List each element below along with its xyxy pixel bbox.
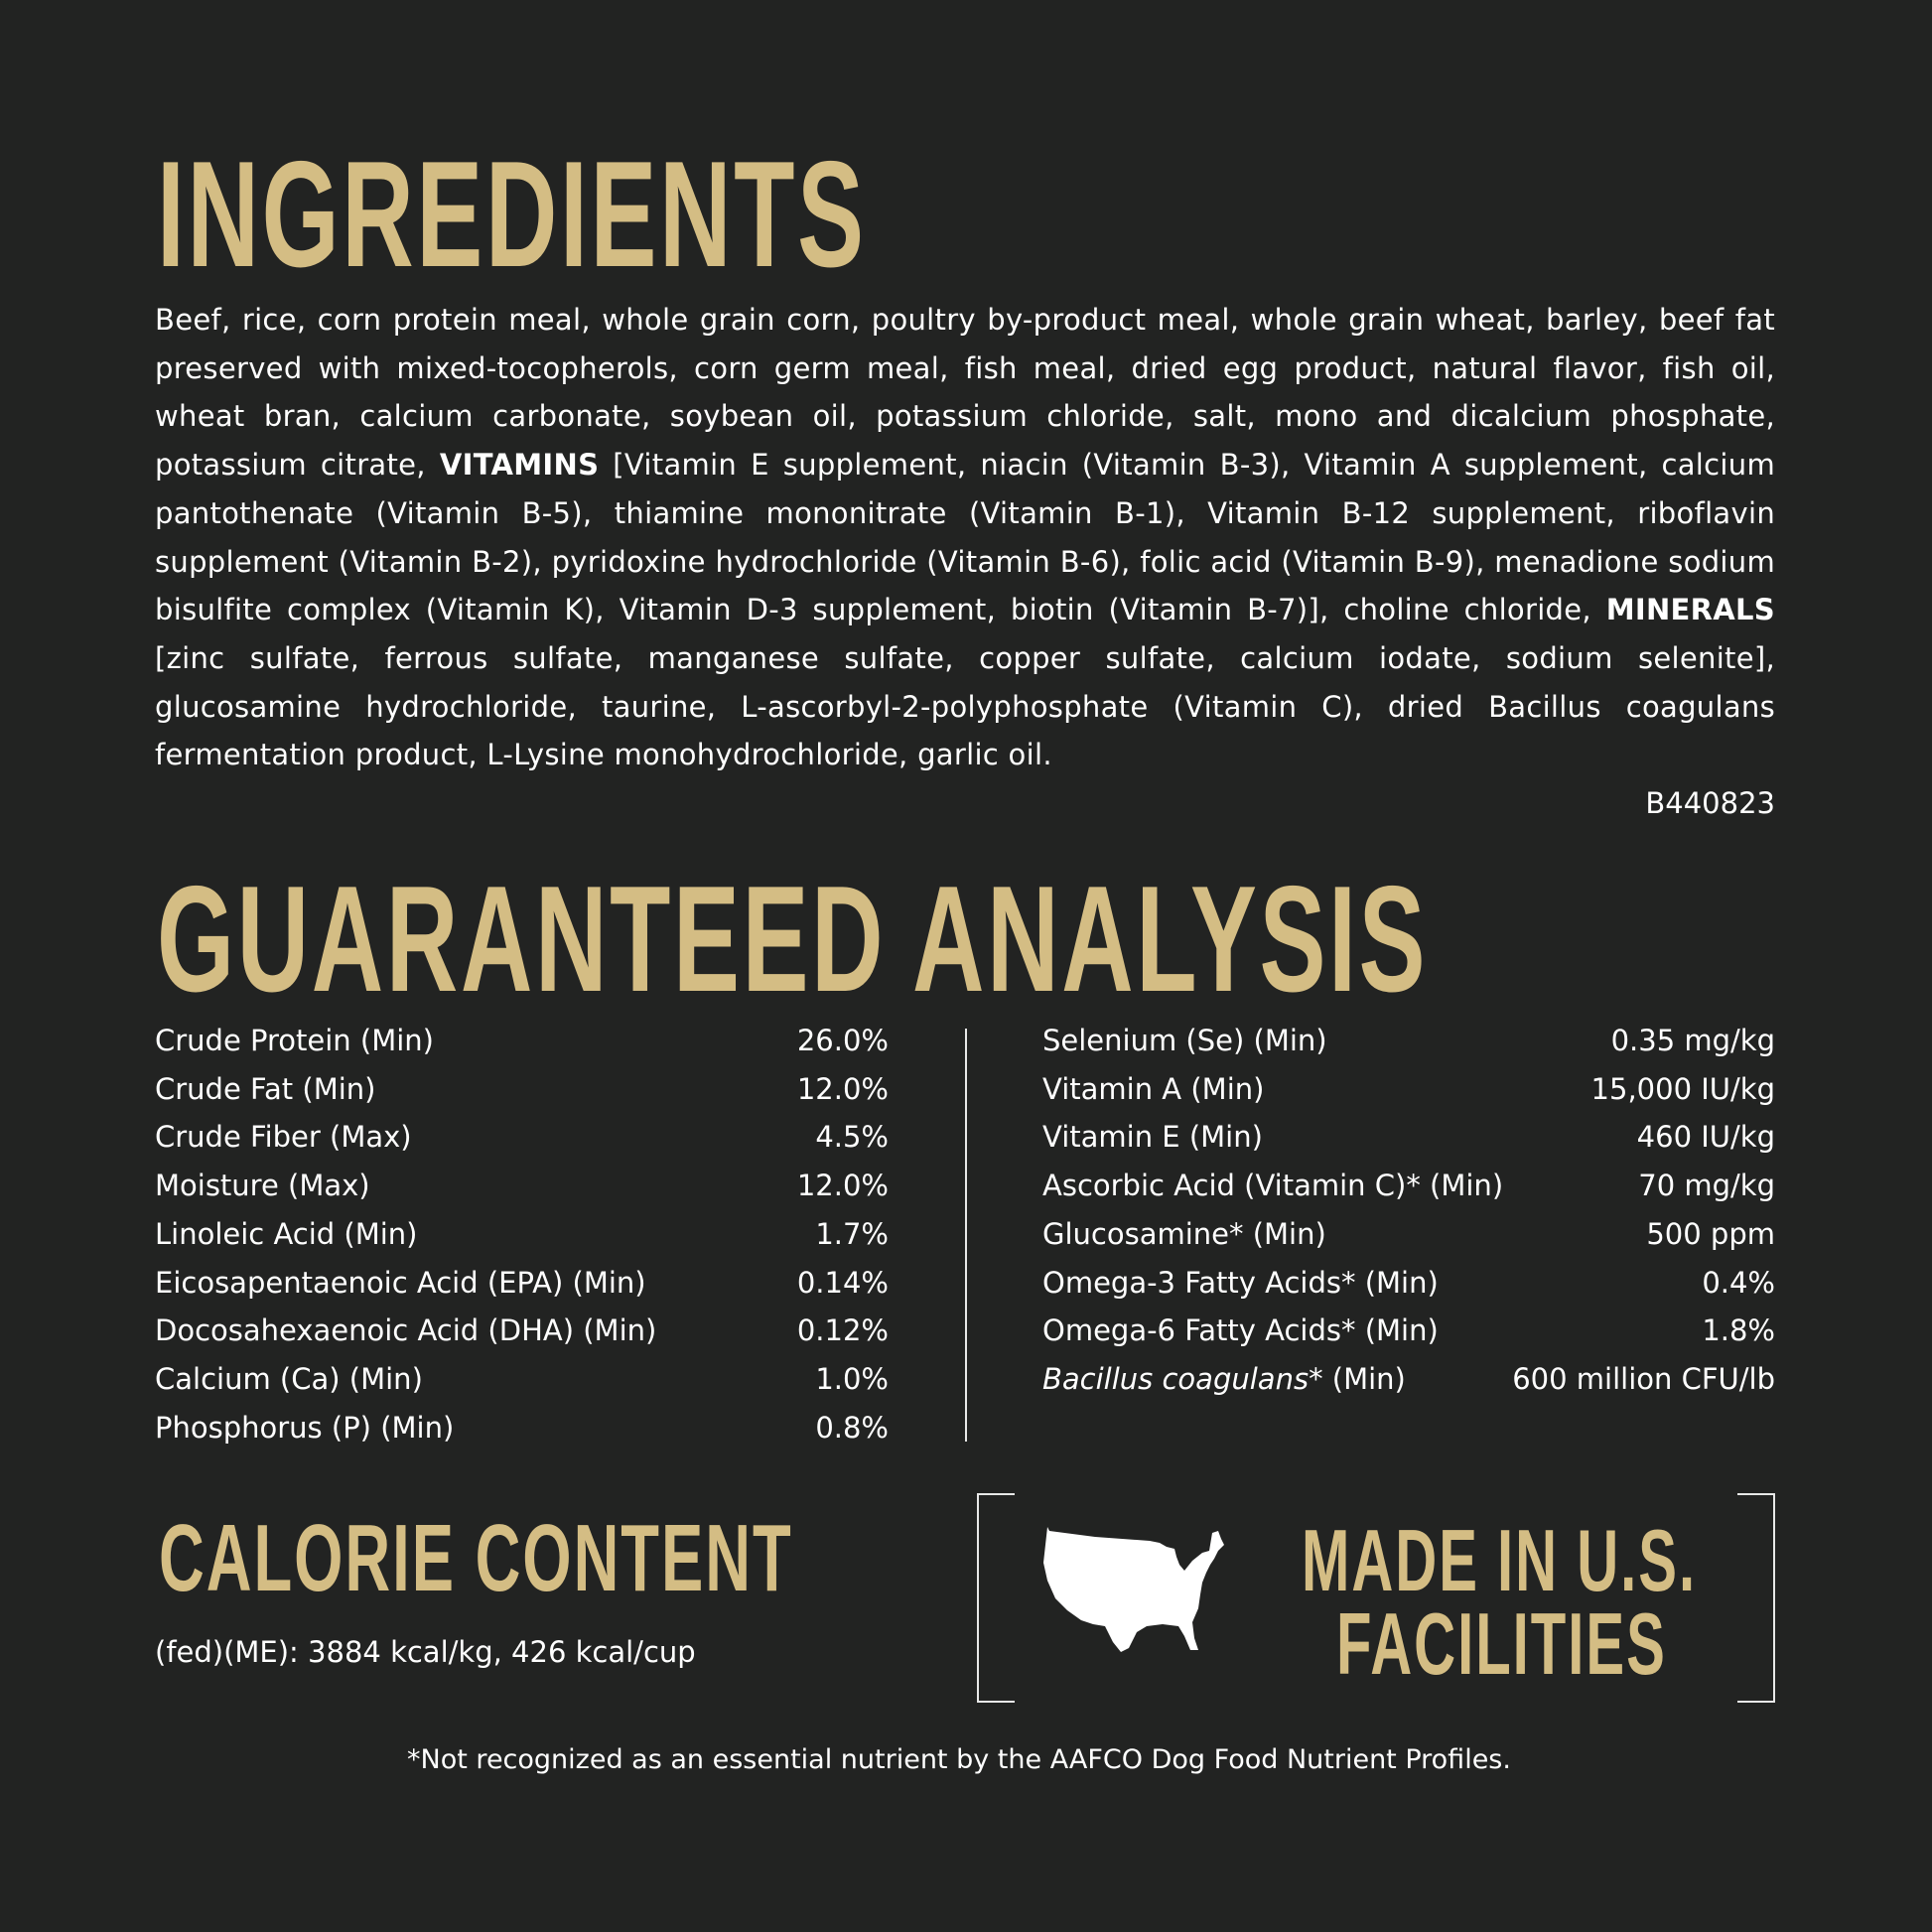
- nutrient-name: Crude Fiber (Max): [155, 1120, 412, 1155]
- nutrient-name: Selenium (Se) (Min): [1042, 1024, 1327, 1057]
- analysis-row: Linoleic Acid (Min) 1.7%: [155, 1210, 889, 1259]
- nutrient-value: 1.7%: [815, 1216, 889, 1251]
- nutrient-value: 0.12%: [796, 1313, 889, 1348]
- nutrient-name: Ascorbic Acid (Vitamin C)* (Min): [1042, 1169, 1504, 1203]
- analysis-row: Eicosapentaenoic Acid (EPA) (Min) 0.14%: [155, 1259, 889, 1308]
- nutrient-name: Vitamin A (Min): [1042, 1071, 1265, 1106]
- ingredients-part-2: [Vitamin E supplement, niacin (Vitamin B…: [155, 448, 1775, 627]
- analysis-row: Phosphorus (P) (Min) 0.8%: [155, 1404, 889, 1452]
- bracket-left: [977, 1493, 1015, 1703]
- analysis-row: Selenium (Se) (Min) 0.35 mg/kg: [1042, 1017, 1775, 1065]
- product-code: B440823: [1645, 786, 1775, 820]
- analysis-row: Omega-6 Fatty Acids* (Min) 1.8%: [1042, 1307, 1775, 1355]
- nutrient-name: Crude Protein (Min): [155, 1024, 434, 1057]
- nutrient-name-italic: Bacillus coagulans: [1042, 1361, 1310, 1396]
- nutrient-value: 4.5%: [815, 1120, 889, 1155]
- nutrient-name: Eicosapentaenoic Acid (EPA) (Min): [155, 1265, 646, 1300]
- bracket-right: [1737, 1493, 1775, 1703]
- nutrient-value: 600 million CFU/lb: [1512, 1361, 1775, 1396]
- nutrient-value: 0.14%: [796, 1265, 889, 1300]
- nutrient-value: 0.35 mg/kg: [1610, 1024, 1775, 1057]
- analysis-left-column: Crude Protein (Min) 26.0% Crude Fat (Min) 1…: [155, 1017, 889, 1451]
- nutrient-value: 0.4%: [1702, 1265, 1775, 1300]
- made-in-us-line1: MADE IN U.S.: [1302, 1511, 1698, 1609]
- calorie-content-title: CALORIE CONTENT: [159, 1505, 793, 1611]
- nutrient-name: Omega-3 Fatty Acids* (Min): [1042, 1265, 1439, 1300]
- nutrient-name: Omega-6 Fatty Acids* (Min): [1042, 1313, 1439, 1348]
- nutrient-value: 1.8%: [1702, 1313, 1775, 1348]
- analysis-row: Calcium (Ca) (Min) 1.0%: [155, 1355, 889, 1404]
- nutrient-name: Bacillus coagulans* (Min): [1042, 1355, 1406, 1404]
- ingredients-text: Beef, rice, corn protein meal, whole gra…: [155, 296, 1775, 779]
- analysis-row: Crude Fat (Min) 12.0%: [155, 1065, 889, 1114]
- usa-map-icon: [1043, 1527, 1224, 1652]
- analysis-row: Bacillus coagulans* (Min) 600 million CFU…: [1042, 1355, 1775, 1404]
- analysis-row: Vitamin E (Min) 460 IU/kg: [1042, 1113, 1775, 1162]
- nutrient-value: 12.0%: [796, 1071, 889, 1106]
- nutrient-value: 1.0%: [815, 1361, 889, 1396]
- ingredients-title: INGREDIENTS: [157, 130, 867, 299]
- analysis-row: Docosahexaenoic Acid (DHA) (Min) 0.12%: [155, 1307, 889, 1355]
- nutrient-value: 460 IU/kg: [1636, 1120, 1775, 1155]
- nutrient-value: 12.0%: [796, 1169, 889, 1203]
- analysis-row: Moisture (Max) 12.0%: [155, 1162, 889, 1210]
- analysis-right-column: Selenium (Se) (Min) 0.35 mg/kg Vitamin A (…: [1042, 1017, 1775, 1404]
- nutrient-name: Vitamin E (Min): [1042, 1120, 1263, 1155]
- guaranteed-analysis-title: GUARANTEED ANALYSIS: [157, 855, 1429, 1024]
- nutrient-name: Linoleic Acid (Min): [155, 1216, 418, 1251]
- nutrient-name-suffix: * (Min): [1309, 1361, 1406, 1396]
- analysis-row: Glucosamine* (Min) 500 ppm: [1042, 1210, 1775, 1259]
- analysis-row: Crude Protein (Min) 26.0%: [155, 1017, 889, 1065]
- ingredients-part-3: [zinc sulfate, ferrous sulfate, manganes…: [155, 640, 1775, 772]
- calorie-content-text: (fed)(ME): 3884 kcal/kg, 426 kcal/cup: [155, 1635, 696, 1669]
- analysis-row: Omega-3 Fatty Acids* (Min) 0.4%: [1042, 1259, 1775, 1308]
- nutrient-value: 26.0%: [796, 1024, 889, 1057]
- nutrient-name: Crude Fat (Min): [155, 1071, 376, 1106]
- analysis-row: Ascorbic Acid (Vitamin C)* (Min) 70 mg/kg: [1042, 1162, 1775, 1210]
- vitamins-label: VITAMINS: [439, 448, 600, 483]
- nutrient-name: Moisture (Max): [155, 1169, 370, 1203]
- nutrient-name: Glucosamine* (Min): [1042, 1216, 1326, 1251]
- footnote: *Not recognized as an essential nutrient…: [407, 1744, 1511, 1775]
- nutrient-value: 70 mg/kg: [1638, 1169, 1775, 1203]
- column-divider: [965, 1029, 967, 1442]
- nutrient-name: Docosahexaenoic Acid (DHA) (Min): [155, 1313, 657, 1348]
- nutrient-value: 500 ppm: [1646, 1216, 1775, 1251]
- ingredients-part-1: Beef, rice, corn protein meal, whole gra…: [155, 303, 1775, 483]
- nutrient-value: 0.8%: [815, 1410, 889, 1445]
- analysis-row: Crude Fiber (Max) 4.5%: [155, 1113, 889, 1162]
- nutrient-name: Phosphorus (P) (Min): [155, 1410, 455, 1445]
- made-in-us-line2: FACILITIES: [1336, 1594, 1667, 1693]
- nutrient-value: 15,000 IU/kg: [1590, 1071, 1775, 1106]
- minerals-label: MINERALS: [1605, 593, 1775, 627]
- nutrient-name: Calcium (Ca) (Min): [155, 1361, 423, 1396]
- analysis-row: Vitamin A (Min) 15,000 IU/kg: [1042, 1065, 1775, 1114]
